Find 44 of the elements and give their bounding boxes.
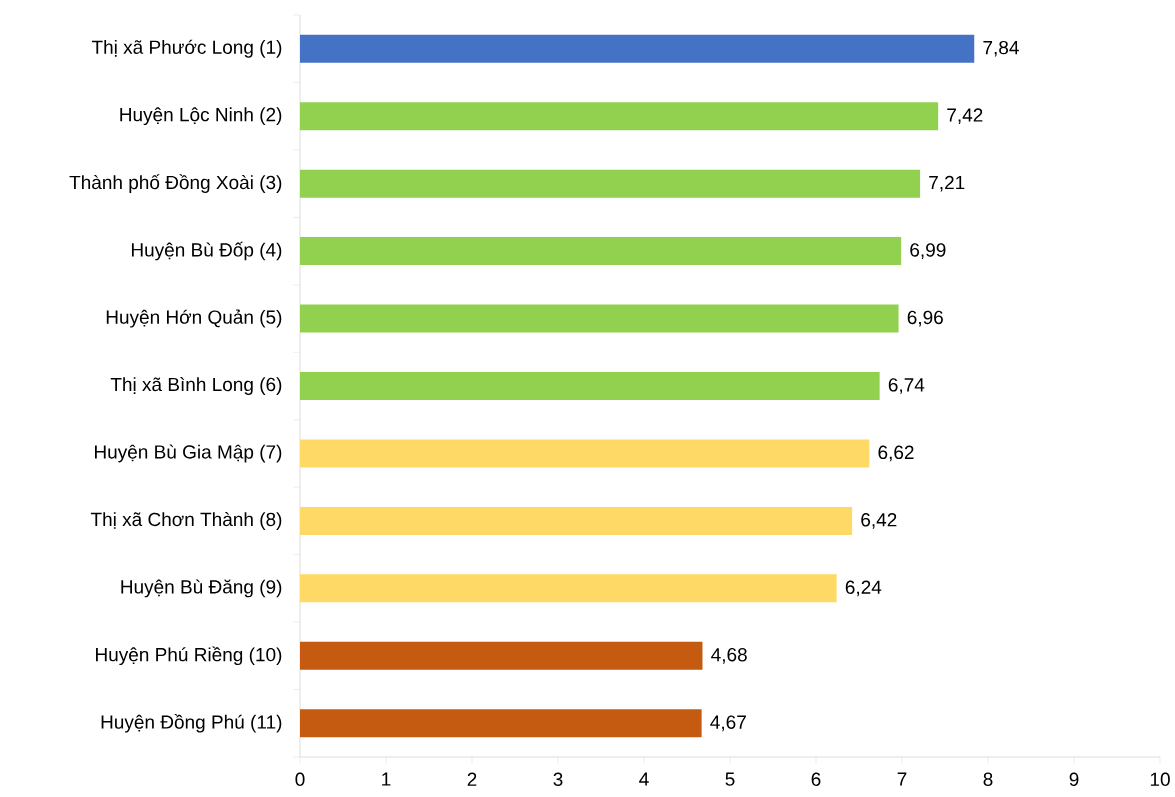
x-tick-label: 8: [983, 772, 993, 786]
bar: [300, 102, 939, 131]
bar: [300, 34, 975, 63]
bar: [300, 709, 702, 738]
data-label: 7,21: [929, 175, 965, 192]
bar: [300, 439, 870, 468]
x-tick-label: 10: [1150, 772, 1170, 786]
y-tick-label: Huyện Hớn Quản (5): [106, 309, 282, 328]
data-label: 6,62: [878, 445, 914, 462]
y-tick-label: Huyện Bù Gia Mập (7): [95, 444, 282, 463]
y-tick-label: Huyện Lộc Ninh (2): [120, 107, 282, 126]
y-tick-label: Thị xã Chơn Thành (8): [90, 511, 282, 530]
x-tick-label: 7: [897, 772, 907, 786]
x-tick-label: 1: [382, 772, 391, 786]
bar: [300, 641, 703, 670]
data-label: 6,42: [861, 513, 897, 529]
y-tick-label: Thị xã Bình Long (6): [110, 377, 282, 395]
x-tick-label: 0: [295, 772, 305, 786]
bar: [300, 372, 880, 400]
data-label: 6,24: [845, 580, 882, 597]
data-label: 4,67: [710, 715, 746, 732]
y-tick-label: Huyện Bù Đốp (4): [131, 241, 282, 261]
data-label: 7,42: [947, 108, 983, 125]
y-tick-label: Thành phố Đồng Xoài (3): [69, 174, 282, 193]
data-label: 6,96: [907, 310, 943, 327]
bar: [300, 574, 837, 603]
x-tick-label: 6: [811, 772, 821, 786]
data-label: 6,99: [910, 243, 946, 259]
data-label: 6,74: [888, 378, 925, 394]
bar: [300, 237, 902, 266]
y-tick-label: Huyện Phú Riềng (10): [96, 646, 282, 666]
y-tick-label: Thị xã Phước Long (1): [91, 39, 282, 58]
x-tick-label: 3: [553, 772, 563, 786]
bar: [300, 304, 899, 333]
data-label: 7,84: [983, 40, 1019, 57]
x-tick-label: 2: [467, 772, 477, 786]
data-label: 4,68: [711, 647, 747, 664]
y-tick-label: Huyện Đồng Phú (11): [101, 714, 282, 733]
bar: [300, 169, 921, 198]
y-tick-label: Huyện Bù Đăng (9): [121, 579, 282, 598]
x-tick-label: 5: [725, 772, 735, 786]
x-tick-label: 9: [1069, 772, 1079, 786]
bar: [300, 506, 853, 535]
x-tick-label: 4: [639, 772, 649, 786]
